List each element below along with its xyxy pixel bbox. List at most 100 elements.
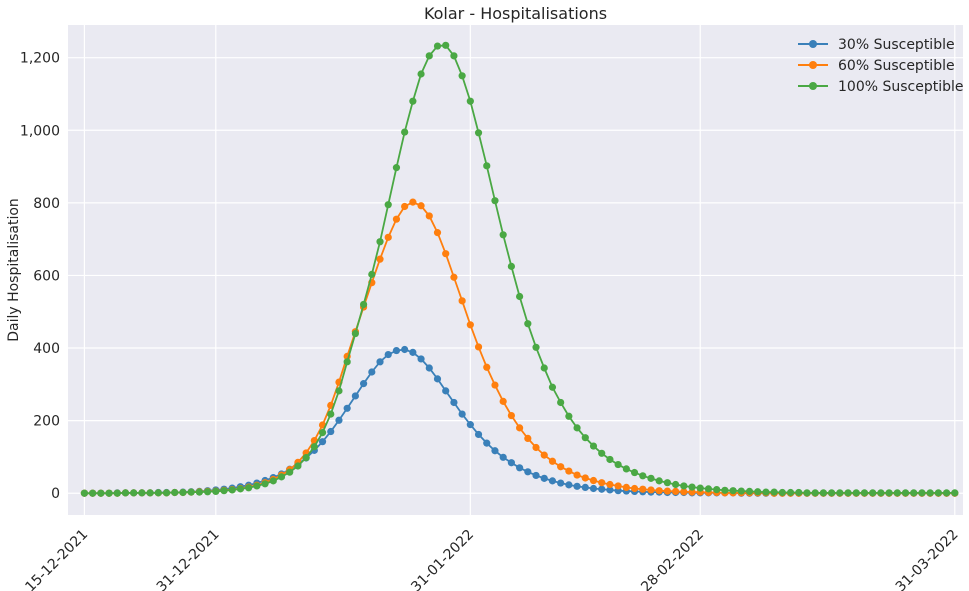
data-point (277, 473, 286, 481)
data-point (828, 489, 836, 497)
legend: 30% Susceptible 60% Susceptible 100% Sus… (798, 37, 964, 95)
grid (68, 25, 963, 515)
x-ticks: 15-12-2021 31-12-2021 31-01-2022 28-02-2022… (22, 527, 961, 591)
data-point (105, 489, 113, 497)
data-point (524, 434, 532, 443)
data-point (162, 489, 171, 497)
data-point (565, 412, 573, 420)
data-point (507, 459, 515, 467)
data-point (910, 489, 918, 497)
data-point (376, 358, 384, 366)
data-point (318, 429, 327, 437)
data-point (770, 488, 778, 496)
data-point (376, 255, 384, 263)
data-point (343, 404, 351, 412)
data-point (647, 486, 655, 494)
data-point (581, 483, 589, 492)
data-point (80, 489, 89, 497)
data-point (294, 462, 302, 470)
data-point (704, 485, 713, 493)
data-point (401, 128, 409, 136)
data-point (392, 164, 401, 172)
data-point (893, 489, 901, 497)
data-point (343, 358, 351, 366)
data-point (138, 489, 146, 497)
data-point (483, 439, 491, 447)
data-point (573, 471, 581, 479)
data-point (540, 364, 548, 372)
data-point (639, 485, 647, 493)
data-point (630, 484, 639, 493)
data-point (401, 202, 409, 211)
legend-marker-60 (809, 61, 817, 69)
data-point (540, 451, 548, 459)
data-point (598, 449, 606, 457)
data-point (474, 430, 483, 439)
data-point (417, 202, 425, 210)
data-point (614, 460, 622, 469)
data-point (869, 489, 877, 497)
data-point (499, 453, 507, 461)
y-axis-label: Daily Hospitalisation (6, 198, 22, 342)
data-point (433, 375, 442, 383)
legend-label-30: 30% Susceptible (838, 37, 955, 53)
data-point (491, 381, 499, 389)
data-point (360, 300, 368, 309)
data-point (302, 454, 310, 462)
data-point (450, 398, 458, 407)
data-point (351, 329, 359, 338)
data-point (236, 485, 245, 493)
data-point (901, 489, 910, 497)
data-point (351, 392, 359, 400)
data-point (417, 355, 425, 363)
data-point (819, 489, 828, 497)
legend-marker-100 (809, 82, 817, 90)
data-point (811, 489, 819, 497)
data-point (606, 486, 614, 494)
data-point (401, 345, 409, 354)
data-point (392, 346, 401, 355)
data-point (557, 479, 565, 487)
data-point (598, 485, 606, 493)
y-tick-label: 600 (33, 268, 60, 284)
data-point (507, 262, 515, 270)
data-point (171, 488, 179, 497)
data-point (425, 212, 433, 220)
data-point (466, 421, 474, 429)
data-point (228, 486, 236, 494)
data-point (860, 489, 869, 497)
data-point (327, 427, 335, 436)
y-ticks: 0 200 400 600 800 1,000 1,200 (20, 51, 60, 503)
data-point (565, 467, 573, 475)
data-point (532, 471, 540, 480)
data-point (384, 350, 392, 359)
x-tick-label: 15-12-2021 (22, 527, 91, 591)
data-point (335, 387, 343, 395)
x-tick-label: 28-02-2022 (638, 527, 707, 591)
data-point (269, 477, 277, 485)
data-point (425, 52, 433, 60)
data-point (146, 489, 154, 497)
data-point (655, 487, 663, 495)
data-point (491, 197, 499, 205)
y-tick-label: 400 (33, 341, 60, 357)
data-point (433, 229, 442, 237)
data-point (245, 484, 253, 492)
data-point (786, 488, 795, 497)
data-point (524, 320, 532, 328)
data-point (589, 476, 598, 485)
data-point (589, 484, 598, 493)
data-point (442, 387, 450, 395)
data-point (507, 411, 515, 420)
data-point (565, 481, 573, 489)
data-point (220, 487, 228, 495)
data-point (581, 474, 589, 482)
data-point (672, 480, 680, 489)
data-point (737, 487, 745, 495)
y-tick-label: 200 (33, 414, 60, 430)
data-point (532, 443, 540, 452)
data-point (318, 438, 327, 446)
data-point (121, 489, 130, 497)
data-point (663, 479, 672, 487)
